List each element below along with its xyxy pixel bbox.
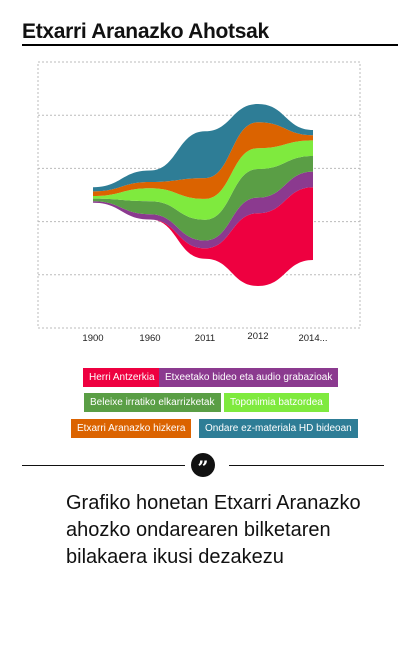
legend-item: Etxarri Aranazko hizkera — [71, 419, 192, 438]
legend-item: Herri Antzerkia — [83, 368, 161, 387]
stream-2 — [93, 171, 313, 249]
x-tick-label: 1900 — [82, 333, 103, 344]
x-axis-ticks: 1900 1960 2011 2012 2014... — [82, 331, 327, 344]
x-tick-label: 2011 — [195, 333, 215, 344]
legend-item: Ondare ez-materiala HD bideoan — [199, 419, 358, 438]
x-tick-label: 2014... — [298, 333, 327, 344]
x-tick-label: 2012 — [247, 331, 268, 342]
stream-6 — [93, 104, 313, 192]
quote-icon: ” — [191, 453, 215, 479]
legend-item: Beleixe irratiko elkarrizketak — [84, 393, 221, 412]
legend-item: Etxeetako bideo eta audio grabazioak — [159, 368, 339, 387]
stream-5 — [93, 122, 313, 199]
x-tick-label: 1960 — [139, 333, 160, 344]
title-divider — [22, 44, 398, 46]
divider-right — [229, 465, 384, 466]
legend: Herri Antzerkia Etxeetako bideo eta audio… — [0, 368, 414, 440]
description-text: Grafiko honetan Etxarri Aranazko ahozko … — [66, 492, 361, 568]
stream-3 — [93, 156, 313, 241]
page-title: Etxarri Aranazko Ahotsak — [22, 20, 269, 43]
chart-streams — [93, 104, 313, 286]
grid-frame — [37, 61, 361, 329]
stream-4 — [93, 140, 313, 220]
legend-item: Toponimia batzordea — [224, 393, 329, 412]
streamgraph-chart: 1900 1960 2011 2012 2014... — [37, 61, 361, 344]
divider-left — [22, 465, 185, 466]
stream-1 — [93, 187, 313, 286]
